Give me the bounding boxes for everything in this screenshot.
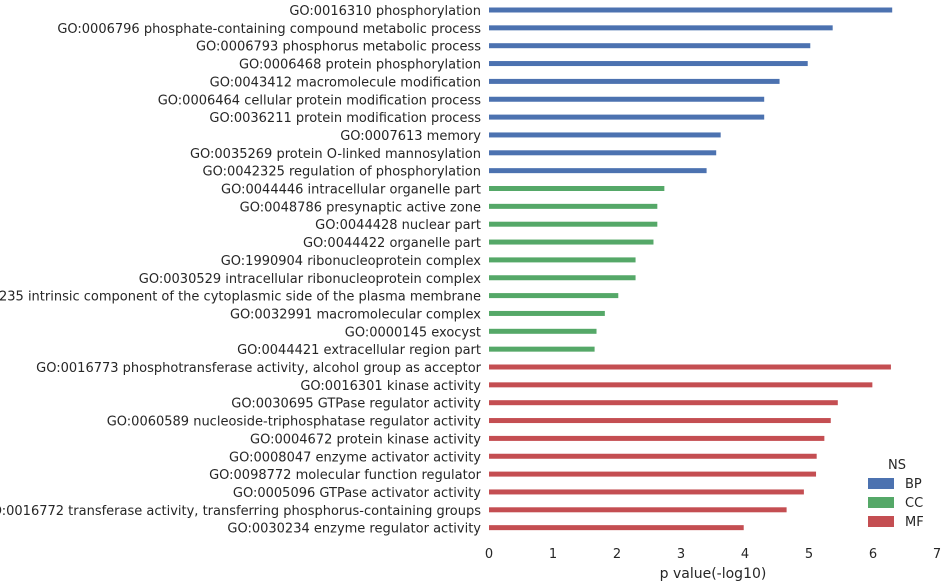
category-label: GO:0098772 molecular function regulator bbox=[209, 468, 482, 483]
category-label: GO:0031235 intrinsic component of the cy… bbox=[0, 290, 481, 305]
category-label: GO:0048786 presynaptic active zone bbox=[240, 200, 481, 215]
bar-bp bbox=[489, 114, 765, 120]
bar-cc bbox=[489, 186, 665, 191]
category-label: GO:0035269 protein O-linked mannosylatio… bbox=[190, 147, 481, 162]
x-tick-label: 3 bbox=[677, 547, 685, 562]
category-label: GO:0043412 macromolecule modification bbox=[210, 75, 481, 90]
category-label: GO:0060589 nucleoside-triphosphatase reg… bbox=[107, 415, 482, 430]
x-axis-label: p value(-log10) bbox=[660, 566, 767, 582]
category-label: GO:0006796 phosphate-containing compound… bbox=[57, 22, 481, 37]
category-label: GO:0006793 phosphorus metabolic process bbox=[196, 40, 481, 55]
category-label: GO:0032991 macromolecular complex bbox=[230, 307, 481, 322]
bar-bp bbox=[489, 78, 780, 84]
category-label: GO:0005096 GTPase activator activity bbox=[233, 486, 481, 501]
bars-group bbox=[489, 7, 893, 531]
x-axis-ticks: 0 1 2 3 4 5 6 7 bbox=[485, 547, 941, 562]
bar-bp bbox=[489, 43, 811, 49]
bar-mf bbox=[489, 400, 838, 406]
bar-cc bbox=[489, 346, 595, 352]
category-label: GO:0008047 enzyme activator activity bbox=[229, 450, 481, 465]
category-label: GO:0036211 protein modification process bbox=[209, 111, 481, 126]
bar-mf bbox=[489, 507, 787, 513]
bar-mf bbox=[489, 471, 817, 477]
bar-cc bbox=[489, 239, 654, 245]
x-tick-label: 0 bbox=[485, 547, 493, 562]
legend: NS BP CC MF bbox=[868, 458, 924, 530]
category-label: GO:0016772 transferase activity, transfe… bbox=[0, 504, 481, 519]
bar-mf bbox=[489, 382, 873, 388]
bar-bp bbox=[489, 61, 808, 67]
category-label: GO:0044428 nuclear part bbox=[315, 218, 481, 233]
category-label: GO:0016773 phosphotransferase activity, … bbox=[36, 361, 481, 376]
legend-label-cc: CC bbox=[905, 496, 923, 511]
category-label: GO:0007613 memory bbox=[340, 129, 481, 144]
category-label: GO:0044446 intracellular organelle part bbox=[221, 183, 481, 198]
category-label: GO:0044422 organelle part bbox=[303, 236, 481, 251]
category-labels: GO:0016310 phosphorylation GO:0006796 pho… bbox=[0, 4, 482, 537]
bar-bp bbox=[489, 96, 765, 102]
legend-title: NS bbox=[888, 458, 906, 473]
category-label: GO:0044421 extracellular region part bbox=[237, 343, 481, 358]
bar-cc bbox=[489, 310, 605, 316]
bar-bp bbox=[489, 168, 707, 174]
x-tick-label: 5 bbox=[805, 547, 813, 562]
x-tick-label: 2 bbox=[613, 547, 621, 562]
category-label: GO:0006464 cellular protein modification… bbox=[158, 93, 481, 108]
bar-bp bbox=[489, 25, 833, 31]
bar-cc bbox=[489, 203, 658, 209]
bar-cc bbox=[489, 275, 636, 281]
bar-mf bbox=[489, 435, 825, 441]
x-tick-label: 6 bbox=[869, 547, 877, 562]
category-label: GO:1990904 ribonucleoprotein complex bbox=[221, 254, 482, 269]
bar-mf bbox=[489, 489, 804, 495]
bar-mf bbox=[489, 364, 891, 370]
x-tick-label: 7 bbox=[933, 547, 941, 562]
bar-cc bbox=[489, 293, 619, 299]
legend-swatch-cc bbox=[868, 497, 894, 508]
category-label: GO:0016310 phosphorylation bbox=[289, 4, 481, 19]
bar-mf bbox=[489, 525, 744, 531]
bar-bp bbox=[489, 132, 721, 138]
bar-mf bbox=[489, 418, 831, 424]
bar-bp bbox=[489, 7, 893, 13]
bar-cc bbox=[489, 257, 636, 263]
category-label: GO:0030695 GTPase regulator activity bbox=[231, 397, 481, 412]
category-label: GO:0006468 protein phosphorylation bbox=[239, 58, 481, 73]
bar-bp bbox=[489, 150, 717, 156]
bar-mf bbox=[489, 453, 817, 459]
x-tick-label: 1 bbox=[549, 547, 557, 562]
legend-swatch-mf bbox=[868, 516, 894, 527]
bar-cc bbox=[489, 328, 597, 334]
legend-label-bp: BP bbox=[905, 477, 922, 492]
legend-label-mf: MF bbox=[905, 515, 924, 530]
category-label: GO:0004672 protein kinase activity bbox=[250, 432, 481, 447]
legend-swatch-bp bbox=[868, 478, 894, 489]
x-tick-label: 4 bbox=[741, 547, 749, 562]
category-label: GO:0016301 kinase activity bbox=[300, 379, 481, 394]
category-label: GO:0042325 regulation of phosphorylation bbox=[203, 165, 482, 180]
category-label: GO:0000145 exocyst bbox=[345, 325, 481, 340]
category-label: GO:0030529 intracellular ribonucleoprote… bbox=[139, 272, 482, 287]
bar-cc bbox=[489, 221, 658, 227]
category-label: GO:0030234 enzyme regulator activity bbox=[227, 522, 481, 537]
